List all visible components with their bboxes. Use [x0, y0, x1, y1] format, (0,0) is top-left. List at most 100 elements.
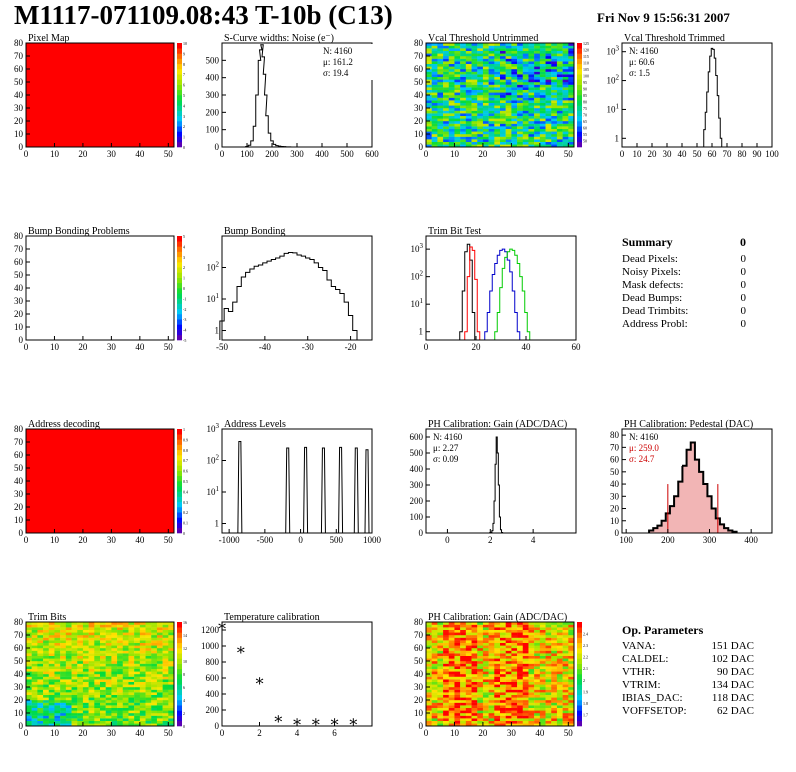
x-tick-label: 30 [107, 149, 117, 159]
heatmap-cell [539, 100, 546, 103]
colorbar-segment [177, 475, 182, 482]
heatmap-cell [54, 689, 61, 693]
heatmap-cell [568, 710, 575, 714]
colorbar-label: 0.3 [183, 500, 188, 505]
heatmap-cell [545, 102, 552, 106]
y-tick-label: 10 [14, 129, 24, 139]
heatmap-cell [37, 663, 44, 667]
heatmap-cell [454, 87, 461, 90]
heatmap-cell [31, 637, 38, 641]
heatmap-cell [26, 663, 32, 667]
heatmap-cell [134, 645, 141, 649]
heatmap-cell [517, 118, 523, 122]
heatmap-cell [568, 697, 575, 701]
heatmap-cell [534, 689, 541, 693]
heatmap-cell [500, 71, 506, 75]
heatmap-cell [522, 102, 529, 106]
heatmap-cell [431, 76, 438, 80]
heatmap-cell [562, 115, 569, 119]
heatmap-cell [488, 632, 495, 636]
heatmap-cell [568, 676, 575, 680]
colorbar-segment [577, 115, 582, 122]
heatmap-cell [551, 692, 558, 695]
heatmap-cell [443, 694, 449, 698]
heatmap-cell [528, 627, 535, 630]
heatmap-cell [528, 110, 535, 114]
heatmap-cell [482, 115, 489, 119]
heatmap-cell [460, 113, 467, 116]
y-tick-label: 60 [414, 643, 424, 653]
heatmap-cell [482, 48, 489, 51]
heatmap-cell [168, 671, 175, 675]
heatmap-cell [477, 53, 484, 57]
heatmap-cell [105, 661, 112, 664]
heatmap-cell [443, 710, 449, 714]
heatmap-cell [454, 82, 461, 85]
heatmap-cell [517, 648, 523, 651]
heatmap-cell [94, 650, 101, 654]
heatmap-cell [448, 97, 455, 101]
heatmap-cell [111, 637, 118, 641]
heatmap-cell [568, 629, 575, 633]
colorbar-segment [177, 679, 182, 685]
heatmap-cell [426, 697, 432, 701]
heatmap-cell [65, 676, 72, 680]
heatmap-cell [511, 681, 518, 685]
heatmap-cell [168, 666, 175, 669]
heatmap-cell [162, 629, 169, 633]
heatmap-cell [568, 635, 575, 638]
heatmap-cell [460, 629, 467, 633]
heatmap-cell [539, 128, 546, 132]
heatmap-cell [534, 653, 541, 656]
heatmap-cell [494, 684, 501, 688]
colorbar-segment [177, 637, 182, 644]
heatmap-cell [134, 692, 141, 695]
heatmap-cell [426, 658, 432, 662]
y-tick-label: 80 [14, 231, 24, 241]
heatmap-cell [460, 635, 467, 638]
op-param-row: VTRIM: 134 DAC [622, 679, 754, 692]
y-tick-label: 80 [610, 430, 620, 440]
heatmap-cell [156, 681, 163, 685]
heatmap-cell [477, 694, 484, 698]
heatmap-cell [488, 692, 495, 695]
heatmap-cell [465, 139, 472, 142]
heatmap-cell [488, 102, 495, 106]
heatmap-cell [534, 674, 541, 677]
heatmap-cell [534, 658, 541, 662]
heatmap-cell [465, 723, 472, 727]
heatmap-cell [31, 629, 38, 633]
heatmap-cell [539, 723, 546, 727]
heatmap-cell [465, 61, 472, 64]
heatmap-cell [522, 642, 529, 646]
heatmap-cell [517, 663, 523, 667]
heatmap-cell [105, 676, 112, 680]
heatmap-cell [551, 43, 558, 46]
heatmap-cell [562, 76, 569, 80]
heatmap-cell [437, 676, 444, 680]
heatmap-cell [562, 69, 569, 72]
heatmap-cell [528, 710, 535, 714]
colorbar-label: 0.7 [183, 458, 188, 463]
heatmap-cell [431, 89, 438, 93]
heatmap-cell [494, 61, 501, 64]
heatmap-cell [517, 658, 523, 662]
heatmap-cell [460, 74, 467, 77]
heatmap-cell [431, 105, 438, 109]
heatmap-cell [556, 668, 563, 672]
heatmap-cell [54, 694, 61, 698]
heatmap-cell [488, 715, 495, 719]
stats-mean: μ: 2.27 [433, 443, 459, 453]
heatmap-cell [494, 92, 501, 96]
y-tick-label: 400 [206, 689, 220, 699]
heatmap-cell [71, 671, 78, 675]
heatmap-cell [488, 687, 495, 690]
heatmap-cell [471, 139, 478, 142]
heatmap-cell [431, 663, 438, 667]
colorbar-label: 3 [183, 255, 185, 260]
heatmap-cell [471, 53, 478, 57]
heatmap-cell [460, 697, 467, 701]
plot-title: PH Calibration: Pedestal (DAC) [624, 419, 753, 430]
heatmap-cell [448, 134, 455, 137]
x-tick-label: 10 [50, 342, 60, 352]
